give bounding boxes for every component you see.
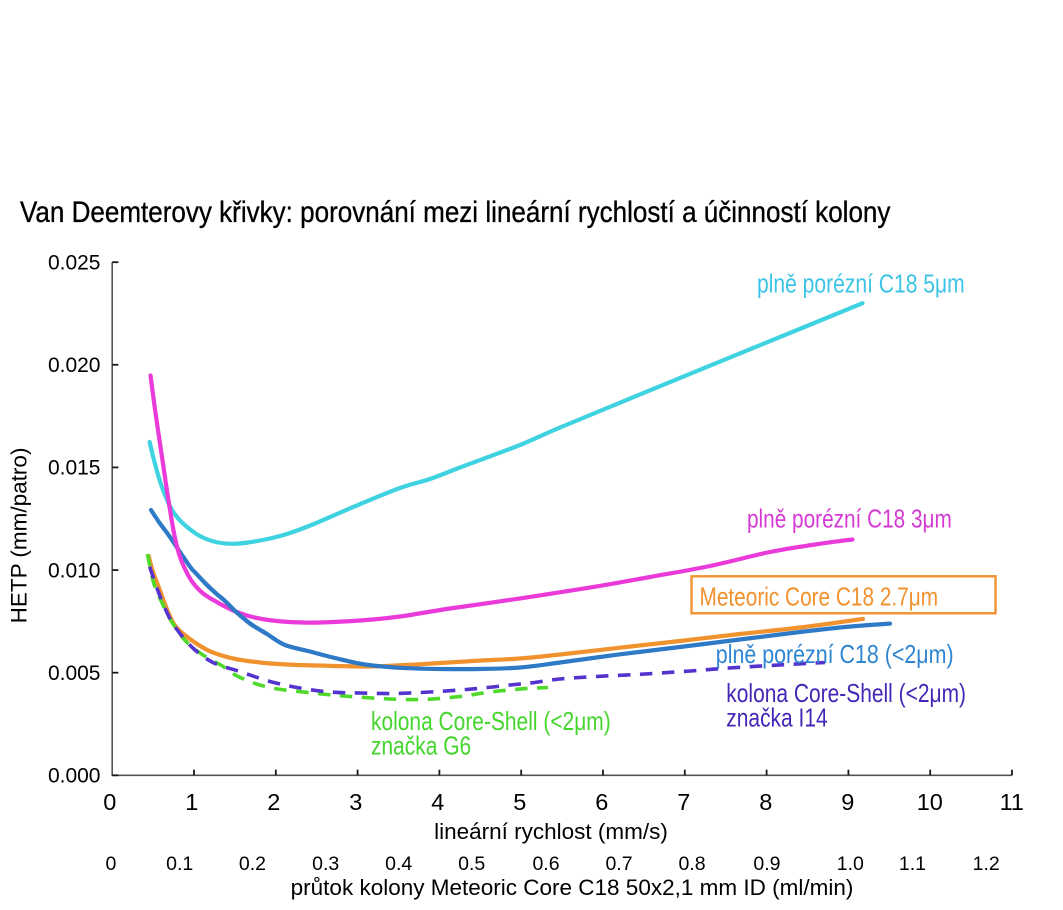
svg-text:plně porézní C18 5μm: plně porézní C18 5μm [757, 269, 965, 297]
svg-text:plně porézní C18 (<2μm): plně porézní C18 (<2μm) [716, 640, 954, 668]
svg-text:0.005: 0.005 [48, 662, 101, 685]
svg-text:kolona Core-Shell (<2μm): kolona Core-Shell (<2μm) [371, 707, 611, 735]
svg-text:8: 8 [759, 789, 772, 815]
svg-text:0.3: 0.3 [312, 853, 339, 875]
svg-text:0: 0 [105, 853, 116, 875]
svg-text:1.1: 1.1 [899, 853, 926, 875]
svg-text:0.1: 0.1 [166, 853, 193, 875]
svg-text:0: 0 [103, 789, 116, 815]
svg-text:0.7: 0.7 [605, 853, 632, 875]
svg-text:0.010: 0.010 [48, 559, 101, 582]
svg-text:1: 1 [185, 789, 198, 815]
svg-text:10: 10 [917, 789, 943, 815]
svg-text:značka I14: značka I14 [726, 704, 827, 732]
svg-text:1.2: 1.2 [973, 853, 1000, 875]
svg-text:3: 3 [349, 789, 362, 815]
svg-text:Meteoric Core C18 2.7μm: Meteoric Core C18 2.7μm [700, 583, 939, 611]
svg-text:0.025: 0.025 [48, 251, 101, 274]
svg-text:5: 5 [513, 789, 526, 815]
svg-text:7: 7 [677, 789, 690, 815]
svg-text:0.020: 0.020 [48, 354, 101, 377]
svg-text:0.6: 0.6 [532, 853, 559, 875]
svg-text:2: 2 [267, 789, 280, 815]
svg-text:HETP (mm/patro): HETP (mm/patro) [7, 448, 32, 624]
svg-text:0.000: 0.000 [48, 765, 101, 788]
svg-text:0.4: 0.4 [385, 853, 412, 875]
svg-text:4: 4 [431, 789, 444, 815]
svg-text:plně porézní C18 3μm: plně porézní C18 3μm [747, 504, 952, 533]
svg-text:značka G6: značka G6 [371, 732, 471, 760]
svg-text:0.015: 0.015 [48, 457, 101, 480]
svg-text:průtok kolony Meteoric Core C1: průtok kolony Meteoric Core C18 50x2,1 m… [291, 875, 854, 900]
svg-text:0.5: 0.5 [458, 853, 485, 875]
svg-text:0.9: 0.9 [753, 853, 780, 875]
svg-text:lineární rychlost (mm/s): lineární rychlost (mm/s) [434, 819, 668, 844]
svg-text:0.8: 0.8 [678, 853, 705, 875]
svg-text:1.0: 1.0 [837, 853, 864, 875]
svg-text:Van Deemterovy křivky: porovná: Van Deemterovy křivky: porovnání mezi li… [20, 195, 890, 228]
svg-text:6: 6 [595, 789, 608, 815]
svg-text:11: 11 [1000, 789, 1024, 815]
svg-text:9: 9 [841, 789, 854, 815]
svg-text:kolona Core-Shell (<2μm): kolona Core-Shell (<2μm) [726, 679, 966, 707]
svg-text:0.2: 0.2 [239, 853, 266, 875]
